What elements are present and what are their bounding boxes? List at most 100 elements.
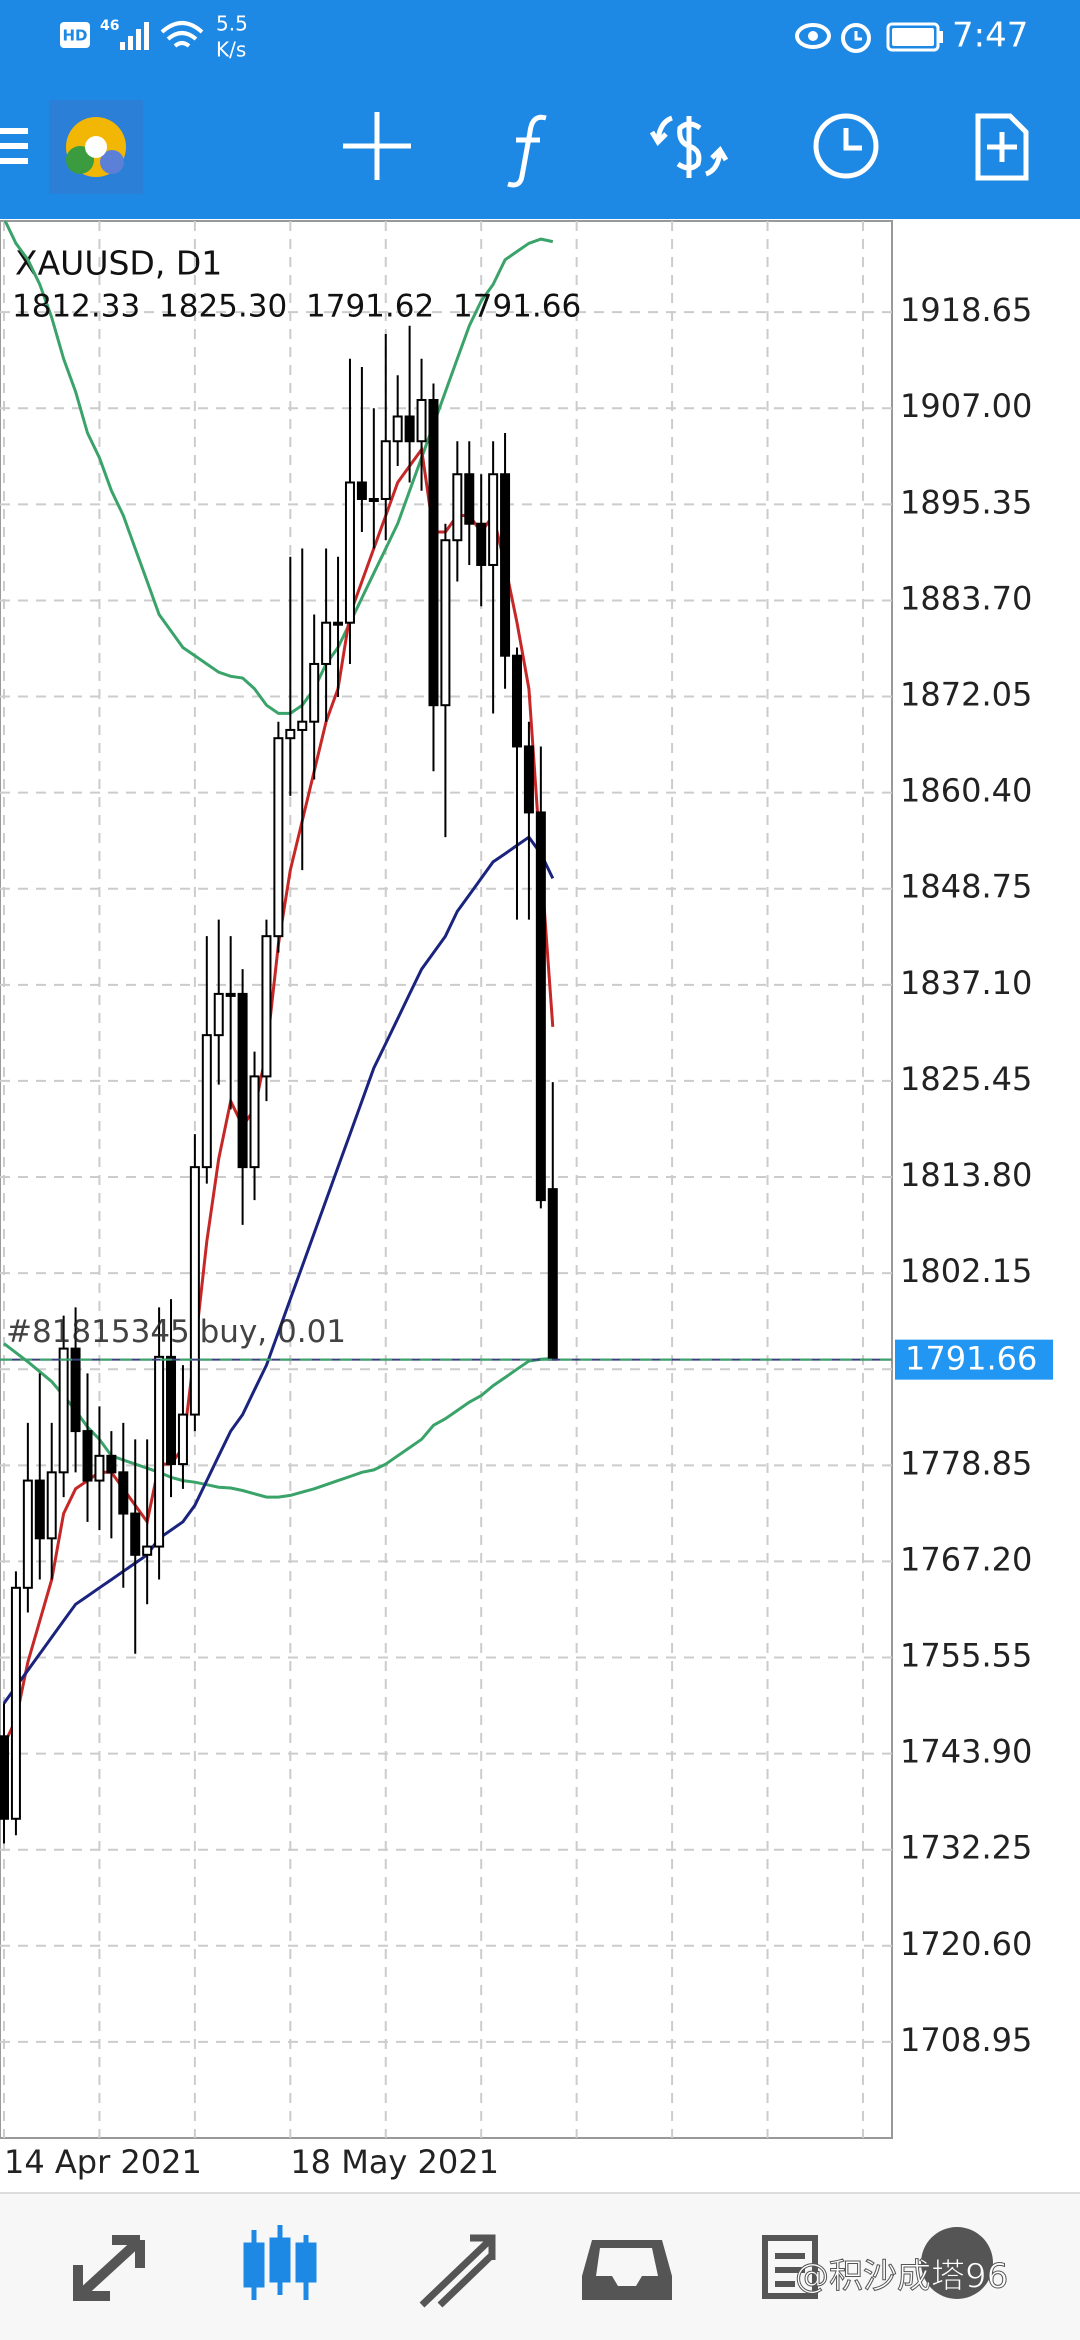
crosshair-button[interactable] [343, 112, 411, 180]
symbol-title: XAUUSD, D1 [15, 244, 222, 283]
candle-body [321, 621, 332, 665]
y-tick-label: 1918.65 [900, 291, 1032, 329]
candle-body [535, 811, 546, 1202]
price-label-box [895, 1339, 1053, 1380]
nav-settings[interactable] [921, 2227, 993, 2299]
candle-body [189, 1166, 200, 1416]
y-tick-label: 1743.90 [900, 1733, 1032, 1771]
candle-body [356, 481, 367, 500]
alarm-hands [854, 31, 862, 41]
candle-body [380, 440, 391, 500]
nav-history[interactable] [582, 2240, 672, 2300]
indicators-button[interactable] [507, 114, 547, 188]
signal-bar [128, 36, 133, 50]
candle-body [368, 497, 379, 502]
y-tick-label: 1883.70 [900, 579, 1032, 617]
candle-body [511, 654, 522, 748]
indicator-line [2, 835, 555, 1705]
battery-tip [939, 31, 943, 43]
candle-body [500, 473, 511, 657]
signal-bar [120, 42, 125, 50]
y-tick-label: 1848.75 [900, 868, 1032, 906]
candle-body [333, 621, 344, 626]
candle-body [58, 1347, 69, 1474]
period-hands [843, 128, 862, 151]
alarm-icon [841, 23, 871, 53]
candle-body [309, 662, 320, 723]
plot [0, 221, 892, 1844]
candle-body [428, 398, 439, 707]
y-tick-label: 1825.45 [900, 1060, 1032, 1098]
app-logo[interactable] [49, 100, 143, 194]
indicator-line [3, 221, 554, 715]
candle-body [94, 1454, 105, 1482]
candle-body [392, 415, 403, 443]
bottom-nav [0, 2193, 1080, 2340]
clock: 7:47 [952, 16, 1028, 56]
wifi-icon [160, 21, 204, 48]
nav-chart[interactable] [243, 2225, 317, 2300]
nav-trade[interactable] [419, 2234, 496, 2308]
candle-body [523, 745, 534, 814]
candle-body [34, 1479, 45, 1540]
candle-body [82, 1430, 93, 1482]
candle-body [166, 1355, 177, 1466]
signal-bar [136, 29, 141, 50]
price-label: 1791.66 [905, 1340, 1037, 1378]
order-label: #81815345 buy, 0.01 [6, 1314, 346, 1350]
candle-body [106, 1454, 117, 1474]
candle-body [440, 539, 451, 707]
eye-icon [795, 23, 831, 49]
y-axis: 1918.65 1907.00 1895.35 1883.70 1872.05 1860.… [900, 291, 1032, 2059]
candle-body [225, 992, 236, 997]
candle-body [237, 992, 248, 1169]
trade-button[interactable] [649, 115, 729, 178]
y-tick-label: 1813.80 [900, 1156, 1032, 1194]
hd-text: HD [62, 27, 87, 45]
y-tick-label: 1755.55 [900, 1637, 1032, 1675]
y-tick-label: 1907.00 [900, 387, 1032, 425]
y-tick-label: 1778.85 [900, 1444, 1032, 1482]
quote-value: 1825.30 [159, 289, 287, 325]
candle-body [452, 473, 463, 542]
candle-body [297, 720, 308, 731]
network-type: 46 [100, 18, 119, 34]
candle-body [130, 1512, 141, 1556]
new-order-button[interactable] [975, 113, 1029, 181]
candle-body [22, 1479, 33, 1589]
candle-body [261, 935, 272, 1078]
candle-body [344, 481, 355, 624]
candle-body [285, 728, 296, 740]
candle-body [0, 1735, 9, 1820]
x-tick-label: 18 May 2021 [290, 2143, 499, 2181]
hd-badge [60, 22, 90, 48]
quote-value: 1812.33 [12, 289, 140, 325]
period-button[interactable] [813, 113, 879, 179]
candle-body [273, 737, 284, 938]
candle-body [464, 473, 475, 525]
y-tick-label: 1708.95 [900, 2021, 1032, 2059]
menu-button[interactable] [0, 128, 28, 164]
watermark: @积沙成塔96 [795, 2257, 1008, 2297]
y-tick-label: 1872.05 [900, 676, 1032, 714]
candle-body [201, 1034, 212, 1169]
candle-body [416, 398, 427, 443]
y-tick-label: 1732.25 [900, 1829, 1032, 1867]
chart: XAUUSD, D1 #81815345 buy, 0.01 1812.33 182… [0, 221, 892, 2138]
quote-value: 1791.66 [453, 289, 581, 325]
nav-quotes[interactable] [73, 2235, 145, 2301]
y-tick-label: 1767.20 [900, 1540, 1032, 1578]
candle-body [547, 1188, 558, 1361]
y-tick-label: 1720.60 [900, 1925, 1032, 1963]
nav-news[interactable] [762, 2235, 818, 2299]
y-tick-label: 1802.15 [900, 1252, 1032, 1290]
candle-body [46, 1471, 57, 1540]
candle-body [249, 1075, 260, 1169]
candle-body [70, 1347, 81, 1433]
candle-body [213, 992, 224, 1037]
x-tick-label: 14 Apr 2021 [4, 2143, 202, 2181]
status-bar: HD 46 5.5 K/s 7:47 [60, 12, 1028, 62]
toolbar [0, 100, 1029, 194]
